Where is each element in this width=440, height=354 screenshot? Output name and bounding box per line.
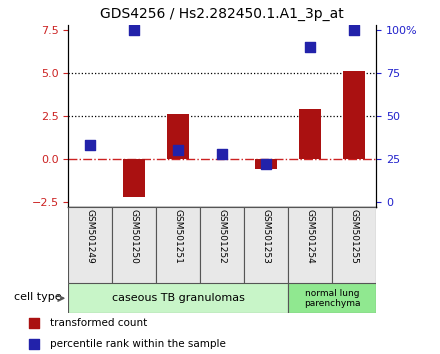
Text: GSM501250: GSM501250 — [130, 209, 139, 264]
Bar — [255, 159, 277, 169]
Title: GDS4256 / Hs2.282450.1.A1_3p_at: GDS4256 / Hs2.282450.1.A1_3p_at — [100, 7, 344, 21]
Bar — [68, 283, 288, 313]
Text: GSM501254: GSM501254 — [306, 209, 315, 264]
Bar — [343, 71, 365, 159]
Point — [219, 151, 226, 156]
Text: GSM501251: GSM501251 — [174, 209, 183, 264]
Text: GSM501255: GSM501255 — [350, 209, 359, 264]
Text: normal lung
parenchyma: normal lung parenchyma — [304, 289, 360, 308]
Text: caseous TB granulomas: caseous TB granulomas — [112, 293, 245, 303]
Text: GSM501253: GSM501253 — [262, 209, 271, 264]
Bar — [68, 207, 112, 283]
Point — [30, 320, 37, 326]
Point — [175, 148, 182, 153]
Bar — [112, 207, 156, 283]
Bar — [288, 207, 332, 283]
Point — [30, 341, 37, 347]
Point — [87, 142, 94, 148]
Text: percentile rank within the sample: percentile rank within the sample — [51, 339, 226, 349]
Bar — [244, 207, 288, 283]
Bar — [200, 207, 244, 283]
Text: GSM501249: GSM501249 — [86, 209, 95, 264]
Text: GSM501252: GSM501252 — [218, 209, 227, 264]
Bar — [332, 207, 376, 283]
Bar — [288, 283, 376, 313]
Point — [351, 27, 358, 33]
Point — [263, 161, 270, 167]
Bar — [123, 159, 145, 197]
Bar — [156, 207, 200, 283]
Bar — [167, 114, 189, 159]
Bar — [299, 109, 321, 159]
Text: cell type: cell type — [14, 292, 61, 302]
Point — [131, 27, 138, 33]
Point — [307, 44, 314, 50]
Text: transformed count: transformed count — [51, 318, 148, 328]
